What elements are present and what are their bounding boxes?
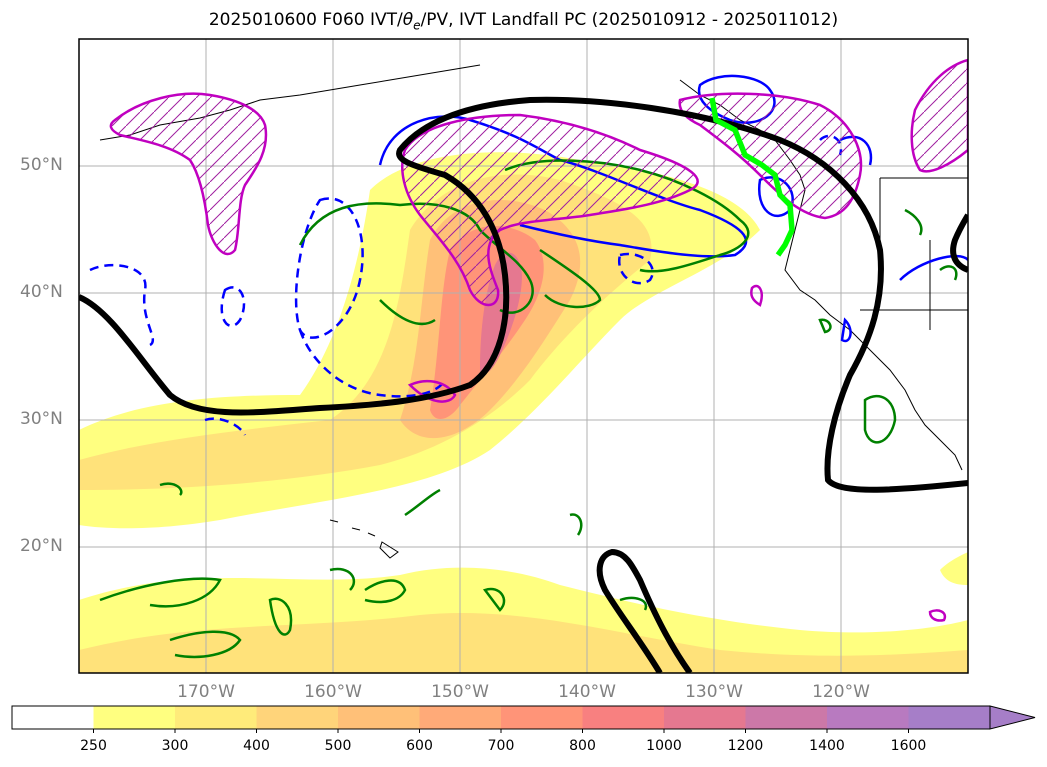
colorbar-tick-label: 1000 — [646, 738, 682, 754]
colorbar-tick-label: 300 — [161, 738, 189, 754]
lon-label-130w: 130°W — [685, 682, 743, 702]
colorbar-segment-6 — [501, 706, 583, 729]
colorbar-segment-10 — [827, 706, 909, 729]
colorbar-segment-2 — [175, 706, 257, 729]
lon-label-140w: 140°W — [558, 682, 616, 702]
hawaii-islands — [329, 519, 399, 559]
title-subscript: e — [413, 18, 421, 33]
landfall-line — [709, 97, 795, 257]
colorbar-segment-3 — [256, 706, 339, 729]
pv-region-corner — [910, 58, 968, 173]
colorbar-tick-label: 1200 — [727, 738, 764, 754]
colorbar — [11, 705, 1036, 733]
colorbar-tick-label: 700 — [487, 738, 515, 754]
pv-region-dot2 — [928, 609, 947, 622]
colorbar-tick-label: 500 — [324, 738, 352, 754]
title-prefix: 2025010600 F060 IVT/ — [208, 10, 403, 30]
colorbar-tick-label: 400 — [243, 738, 270, 754]
pv-region-west — [109, 92, 268, 256]
colorbar-segment-0 — [12, 706, 94, 729]
lon-label-120w: 120°W — [812, 682, 870, 702]
colorbar-extend-arrow — [989, 705, 1036, 730]
ivt-band-300-south — [79, 613, 968, 673]
lat-label-40: 40°N — [20, 282, 63, 302]
map-title: 2025010600 F060 IVT/θe/PV, IVT Landfall … — [0, 10, 1047, 32]
colorbar-segment-5 — [419, 706, 502, 729]
colorbar-segment-7 — [582, 706, 665, 729]
title-suffix: /PV, IVT Landfall PC (2025010912 - 20250… — [420, 10, 839, 30]
lat-label-30: 30°N — [20, 409, 63, 429]
black-contours — [79, 96, 968, 673]
colorbar-segment-4 — [338, 706, 420, 729]
title-theta: θ — [402, 10, 414, 30]
ivt-band-250-east — [940, 552, 968, 585]
colorbar-tick-label: 1600 — [890, 738, 927, 754]
colorbar-segment-9 — [745, 706, 828, 729]
colorbar-tick-label: 600 — [406, 738, 433, 754]
lon-label-170w: 170°W — [177, 682, 235, 702]
map-frame — [78, 38, 969, 674]
pv-region-dot1 — [750, 284, 763, 307]
pv-region-central — [401, 113, 699, 307]
colorbar-segment-8 — [664, 706, 746, 729]
colorbar-segment-1 — [93, 706, 176, 729]
lat-label-20: 20°N — [20, 536, 63, 556]
colorbar-tick-label: 250 — [80, 738, 107, 754]
lon-label-160w: 160°W — [304, 682, 362, 702]
colorbar-tick-label: 800 — [569, 738, 596, 754]
lat-label-50: 50°N — [20, 155, 63, 175]
colorbar-tick-label: 1400 — [809, 738, 845, 754]
colorbar-segment-11 — [908, 706, 991, 729]
lon-label-150w: 150°W — [431, 682, 489, 702]
